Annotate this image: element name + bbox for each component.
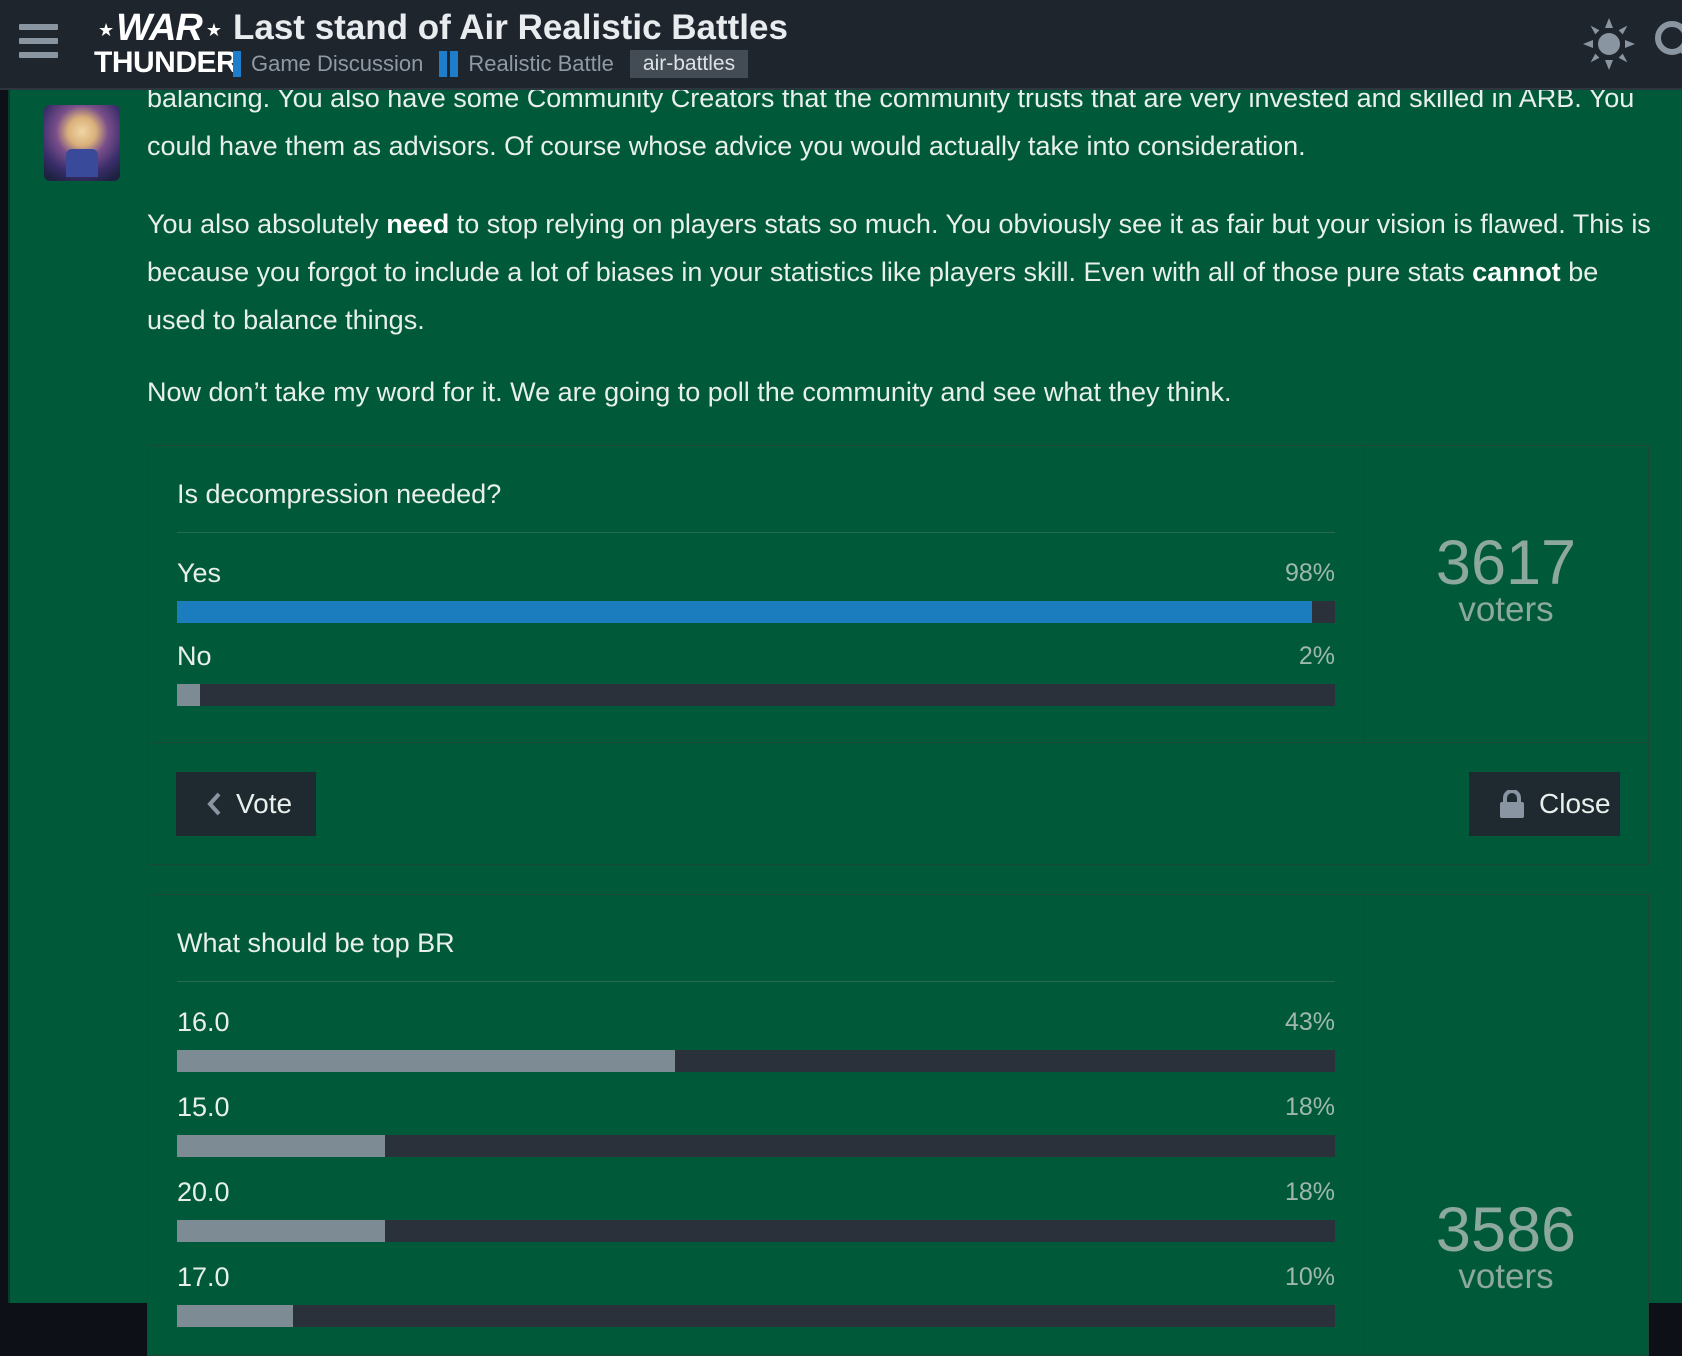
category-color-badge — [233, 51, 241, 77]
poll-top-br: What should be top BR 16.0 43% 15.0 18% … — [147, 894, 1649, 1356]
vote-button[interactable]: Vote — [176, 772, 316, 836]
star-icon: ★ — [205, 20, 222, 40]
hamburger-icon[interactable] — [19, 24, 58, 60]
category-color-badge — [439, 51, 448, 77]
poll-actions: Vote Close — [148, 742, 1648, 865]
poll-results: What should be top BR 16.0 43% 15.0 18% … — [148, 895, 1364, 1355]
war-thunder-logo[interactable]: ★ WAR ★ THUNDER — [94, 7, 238, 79]
poll-option-label: Yes — [177, 558, 222, 588]
site-header: ★ WAR ★ THUNDER Last stand of Air Realis… — [0, 0, 1682, 90]
breadcrumb-label: Realistic Battle — [468, 51, 614, 76]
page-title[interactable]: Last stand of Air Realistic Battles — [233, 8, 788, 47]
close-poll-button[interactable]: Close — [1469, 772, 1620, 836]
poll-option-bar — [177, 684, 1335, 706]
breadcrumb: Game Discussion Realistic Battle air-bat… — [233, 50, 749, 78]
poll-option-label: 20.0 — [177, 1177, 230, 1207]
sun-icon[interactable] — [1583, 18, 1635, 70]
poll-option-bar-fill — [177, 684, 201, 706]
poll-option-bar — [177, 1135, 1335, 1157]
poll-option-percent: 18% — [1284, 1093, 1335, 1121]
poll-option-bar-fill — [177, 601, 1312, 623]
vote-button-label: Vote — [236, 788, 293, 819]
breadcrumb-realistic-battle[interactable]: Realistic Battle — [439, 51, 614, 77]
poll-option: No 2% — [177, 639, 1335, 706]
poll-results: Is decompression needed? Yes 98% No 2% — [148, 446, 1364, 742]
poll-question: What should be top BR — [177, 925, 1335, 982]
poll-option-bar — [177, 1305, 1335, 1327]
text-span: You also absolutely — [147, 209, 387, 239]
bold-text: cannot — [1472, 257, 1561, 287]
close-button-label: Close — [1539, 788, 1611, 819]
poll-option-bar — [177, 1220, 1335, 1242]
voters-count: 3586 — [1435, 1195, 1577, 1265]
poll-option-bar-fill — [177, 1050, 675, 1072]
poll-option: Yes 98% — [177, 556, 1335, 623]
text-span: to stop relying on players stats so much… — [147, 209, 1651, 287]
poll-question: Is decompression needed? — [177, 476, 1335, 533]
breadcrumb-label: Game Discussion — [251, 51, 424, 76]
poll-option-percent: 2% — [1298, 642, 1335, 670]
poll-option-percent: 10% — [1284, 1263, 1335, 1291]
poll-option: 17.0 10% — [177, 1260, 1335, 1327]
poll-option: 20.0 18% — [177, 1175, 1335, 1242]
poll-option-label: 17.0 — [177, 1262, 230, 1292]
star-icon: ★ — [98, 20, 115, 40]
voters-label: voters — [1458, 1257, 1554, 1296]
post-paragraph: Now don’t take my word for it. We are go… — [147, 377, 1232, 407]
poll-option-percent: 98% — [1284, 559, 1335, 587]
text-span: be used to balance things. — [147, 257, 1599, 335]
topic-tag[interactable]: air-battles — [629, 50, 749, 78]
lock-icon — [1500, 790, 1524, 818]
logo-top-text: WAR — [116, 7, 203, 49]
poll-option-label: 15.0 — [177, 1092, 230, 1122]
poll-option-label: 16.0 — [177, 1007, 230, 1037]
breadcrumb-game-discussion[interactable]: Game Discussion — [233, 51, 423, 77]
poll-option-percent: 18% — [1284, 1178, 1335, 1206]
bold-text: need — [386, 209, 450, 239]
poll-option: 16.0 43% — [177, 1005, 1335, 1072]
post: balancing. You also have some Community … — [8, 83, 1682, 1356]
poll-option-bar-fill — [177, 1220, 386, 1242]
voters-count: 3617 — [1435, 528, 1577, 598]
poll-option-bar — [177, 1050, 1335, 1072]
poll-option-bar-fill — [177, 1305, 293, 1327]
poll-decompression: Is decompression needed? Yes 98% No 2% 3… — [147, 445, 1649, 865]
poll-option-percent: 43% — [1284, 1008, 1335, 1036]
poll-option: 15.0 18% — [177, 1090, 1335, 1157]
search-icon[interactable] — [1652, 18, 1682, 64]
poll-option-bar — [177, 601, 1335, 623]
logo-bottom-text: THUNDER — [94, 46, 238, 79]
poll-option-bar-fill — [177, 1135, 386, 1157]
chevron-left-icon — [207, 792, 221, 816]
post-paragraph: You also absolutely need to stop relying… — [147, 200, 1657, 344]
poll-option-label: No — [177, 641, 212, 671]
voters-label: voters — [1458, 590, 1554, 629]
user-avatar[interactable] — [44, 105, 120, 181]
